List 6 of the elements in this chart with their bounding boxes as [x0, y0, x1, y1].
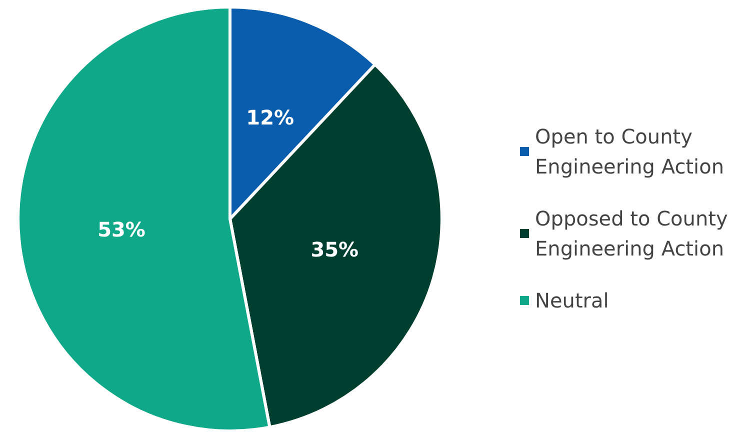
legend-label: Neutral — [535, 288, 609, 312]
data-label: 53% — [98, 217, 146, 242]
data-label: 12% — [246, 106, 294, 130]
legend-label: Opposed to County Engineering Action — [535, 206, 734, 260]
legend-label: Open to County Engineering Action — [535, 124, 724, 178]
data-label: 35% — [310, 237, 359, 262]
